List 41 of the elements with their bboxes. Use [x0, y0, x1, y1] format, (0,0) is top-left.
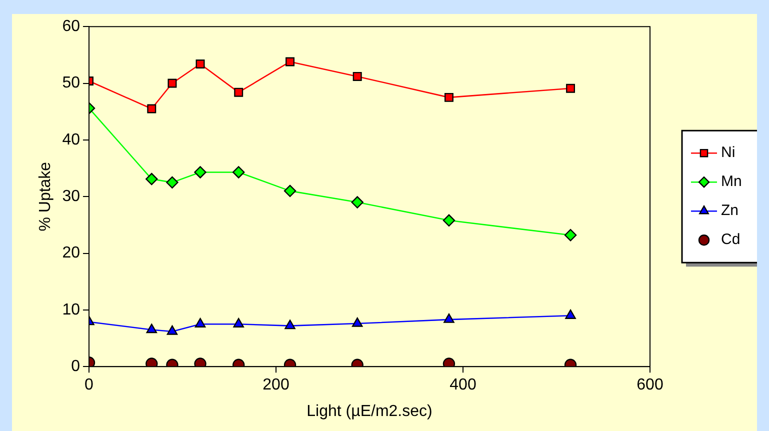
y-tick-label: 60 [62, 18, 80, 36]
point [168, 78, 177, 88]
point [233, 318, 244, 328]
point [351, 196, 364, 208]
legend-label: Cd [721, 231, 740, 248]
point [196, 60, 205, 68]
point [166, 176, 178, 189]
y-tick-label: 20 [62, 244, 80, 262]
point [286, 57, 295, 66]
x-tick-label: 200 [262, 376, 290, 394]
y-tick-label: 30 [62, 188, 80, 206]
y-axis-title: % Uptake [37, 162, 54, 232]
x-axis-title: Light (µE/m2.sec) [306, 402, 432, 420]
point [352, 72, 362, 81]
point [166, 325, 178, 335]
legend-label: Mn [721, 173, 742, 190]
x-tick-label: 600 [636, 376, 664, 394]
legend-label: Ni [721, 144, 736, 162]
legend-label: Zn [721, 202, 739, 220]
point [352, 317, 363, 327]
point [444, 92, 454, 102]
y-tick-label: 40 [62, 131, 80, 148]
y-tick-label: 0 [71, 358, 80, 376]
point [566, 84, 576, 93]
point [232, 166, 245, 178]
x-tick-label: 0 [84, 376, 94, 394]
x-tick-label: 400 [450, 376, 476, 394]
point [442, 214, 456, 226]
point [284, 320, 296, 330]
point [146, 172, 158, 186]
point [194, 166, 206, 178]
point [565, 310, 576, 319]
point [234, 88, 244, 97]
point [284, 184, 296, 198]
y-tick-label: 50 [62, 74, 80, 92]
point [564, 229, 577, 242]
point [444, 313, 454, 323]
point [146, 324, 158, 334]
y-tick-label: 10 [62, 301, 80, 318]
point [147, 104, 156, 114]
point [194, 318, 206, 328]
